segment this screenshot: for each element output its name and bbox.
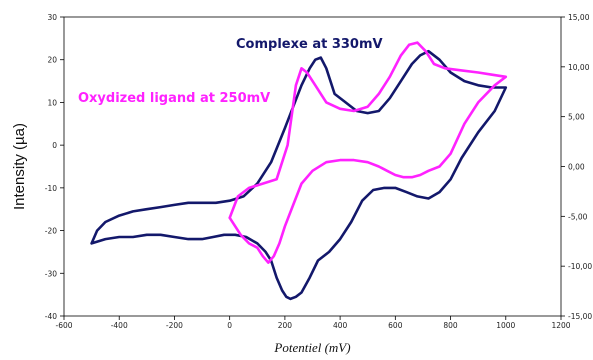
y-tick-label: 0 [52,141,57,150]
x-tick-label: 0 [227,321,232,330]
x-tick-label: -400 [111,321,128,330]
x-tick-label: 800 [443,321,458,330]
secondary-y-axis-ticks: 15,00 10,00 5,00 0,00 -5,00 -10,00 -15,00 [561,13,592,321]
y-tick-label: -20 [45,227,57,236]
series-line-oxydized-ligand [228,41,508,264]
annotation-complexe: Complexe at 330mV [236,37,383,52]
y-axis-ticks: 30 20 10 0 -10 -20 -30 -40 [45,13,64,321]
y-tick-label: -40 [45,312,57,321]
x-tick-label: 1200 [551,321,570,330]
x-tick-label: 1000 [496,321,515,330]
y2-tick-label: 0,00 [568,163,585,172]
x-axis-title: Potentiel (mV) [273,340,350,355]
y-tick-label: -10 [45,184,57,193]
y2-tick-label: 5,00 [568,113,585,122]
y-axis-title: Intensity (µa) [11,123,28,210]
y2-tick-label: -5,00 [568,212,588,221]
x-tick-label: 600 [388,321,403,330]
y2-tick-label: -10,00 [568,262,592,271]
y2-tick-label: 15,00 [568,13,590,22]
x-tick-label: -600 [55,321,72,330]
y-tick-label: 30 [47,13,57,22]
x-tick-label: 200 [278,321,293,330]
y2-tick-label: -15,00 [568,312,592,321]
y-tick-label: 20 [47,56,57,65]
y-tick-label: -30 [45,269,57,278]
series-line-complexe [90,49,508,301]
annotation-oxydized-ligand: Oxydized ligand at 250mV [78,91,270,106]
y-tick-label: 10 [47,98,57,107]
x-axis-ticks: -600 -400 -200 0 200 400 600 800 1000 1200 [55,316,571,330]
chart-series-group [90,41,508,301]
y2-tick-label: 10,00 [568,63,590,72]
x-tick-label: 400 [333,321,348,330]
x-tick-label: -200 [166,321,183,330]
